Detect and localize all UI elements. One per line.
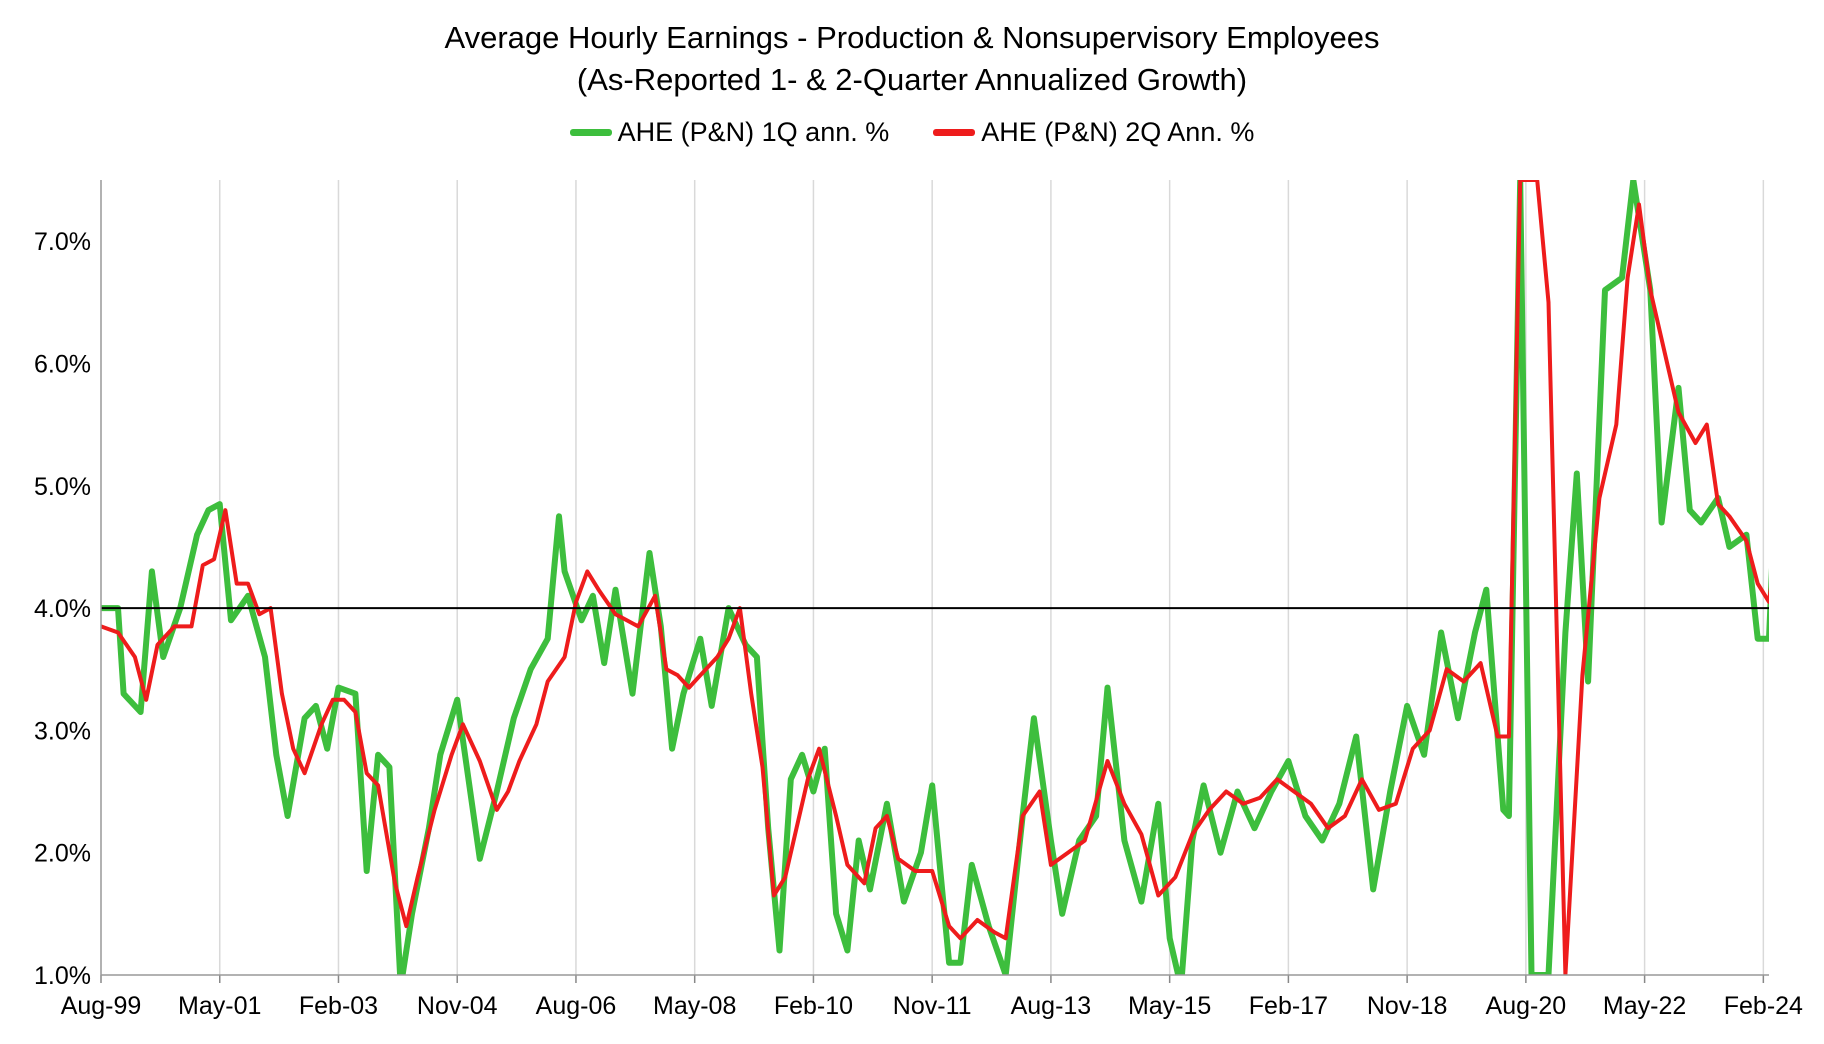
- legend-item-1q: AHE (P&N) 1Q ann. %: [569, 117, 890, 148]
- x-tick-label: May-08: [653, 992, 736, 1020]
- legend-item-2q: AHE (P&N) 2Q Ann. %: [933, 117, 1254, 148]
- x-tick-label: Feb-03: [299, 992, 378, 1020]
- legend-swatch-2q: [933, 129, 976, 136]
- y-tick-label: 3.0%: [34, 717, 91, 745]
- y-tick-label: 7.0%: [34, 228, 91, 256]
- x-tick-label: Feb-17: [1249, 992, 1328, 1020]
- x-tick-label: Aug-06: [536, 992, 617, 1020]
- x-tick-label: Aug-99: [61, 992, 142, 1020]
- chart-title: Average Hourly Earnings - Production & N…: [444, 20, 1380, 55]
- y-tick-label: 1.0%: [34, 962, 91, 990]
- x-tick-label: Aug-20: [1486, 992, 1567, 1020]
- x-tick-label: May-15: [1128, 992, 1211, 1020]
- gridlines: [218, 180, 1765, 975]
- x-tick-label: Nov-11: [893, 992, 972, 1020]
- y-tick-label: 6.0%: [34, 350, 91, 378]
- legend-swatch-1q: [569, 129, 612, 136]
- x-tick-label: Aug-13: [1011, 992, 1092, 1020]
- y-tick-label: 4.0%: [34, 595, 91, 623]
- y-tick-label: 2.0%: [34, 840, 91, 868]
- legend: AHE (P&N) 1Q ann. % AHE (P&N) 2Q Ann. %: [0, 117, 1824, 148]
- series-line-1q: [101, 180, 1769, 975]
- series-line-2q: [101, 180, 1769, 975]
- x-tick-label: Feb-10: [774, 992, 853, 1020]
- x-tick-label: Feb-24: [1724, 992, 1803, 1020]
- x-tick-label: Nov-04: [417, 992, 498, 1020]
- y-tick-label: 5.0%: [34, 473, 91, 501]
- series-lines: [101, 180, 1769, 975]
- chart-subtitle: (As-Reported 1- & 2-Quarter Annualized G…: [576, 62, 1248, 97]
- legend-label-1q: AHE (P&N) 1Q ann. %: [617, 117, 890, 147]
- legend-label-2q: AHE (P&N) 2Q Ann. %: [981, 117, 1255, 147]
- x-tick-label: May-01: [178, 992, 261, 1020]
- x-tick-label: Nov-18: [1367, 992, 1448, 1020]
- x-tick-label: May-22: [1603, 992, 1686, 1020]
- axes: Aug-99 May-01 Feb-03 Nov-04 Aug-06 May-08 Feb-…: [34, 180, 1803, 1020]
